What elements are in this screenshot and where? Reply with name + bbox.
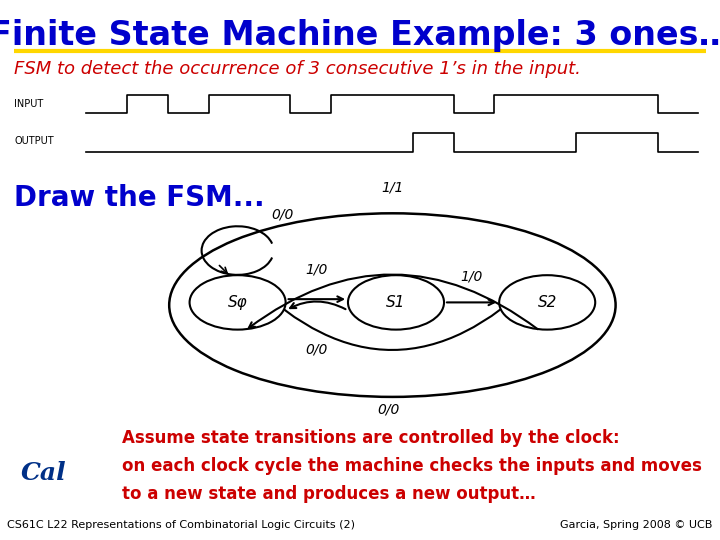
- Text: S1: S1: [387, 295, 405, 310]
- Ellipse shape: [348, 275, 444, 329]
- Text: CS61C L22 Representations of Combinatorial Logic Circuits (2): CS61C L22 Representations of Combinatori…: [7, 520, 355, 530]
- Text: 1/1: 1/1: [381, 180, 404, 194]
- Text: Finite State Machine Example: 3 ones…: Finite State Machine Example: 3 ones…: [0, 19, 720, 52]
- Text: Draw the FSM...: Draw the FSM...: [14, 184, 265, 212]
- Text: OUTPUT: OUTPUT: [14, 137, 54, 146]
- Ellipse shape: [499, 275, 595, 329]
- Text: to a new state and produces a new output…: to a new state and produces a new output…: [122, 485, 536, 503]
- Text: 0/0: 0/0: [305, 343, 328, 357]
- Ellipse shape: [189, 275, 286, 329]
- Text: Garcia, Spring 2008 © UCB: Garcia, Spring 2008 © UCB: [560, 520, 713, 530]
- Text: Sφ: Sφ: [228, 295, 248, 310]
- Text: S2: S2: [538, 295, 557, 310]
- Text: 0/0: 0/0: [271, 207, 294, 221]
- Text: on each clock cycle the machine checks the inputs and moves: on each clock cycle the machine checks t…: [122, 457, 702, 475]
- Text: 1/0: 1/0: [305, 262, 328, 276]
- Text: 0/0: 0/0: [377, 402, 400, 416]
- Text: Assume state transitions are controlled by the clock:: Assume state transitions are controlled …: [122, 429, 620, 447]
- Text: INPUT: INPUT: [14, 99, 44, 109]
- Text: FSM to detect the occurrence of 3 consecutive 1’s in the input.: FSM to detect the occurrence of 3 consec…: [14, 60, 581, 78]
- Text: 1/0: 1/0: [460, 269, 483, 284]
